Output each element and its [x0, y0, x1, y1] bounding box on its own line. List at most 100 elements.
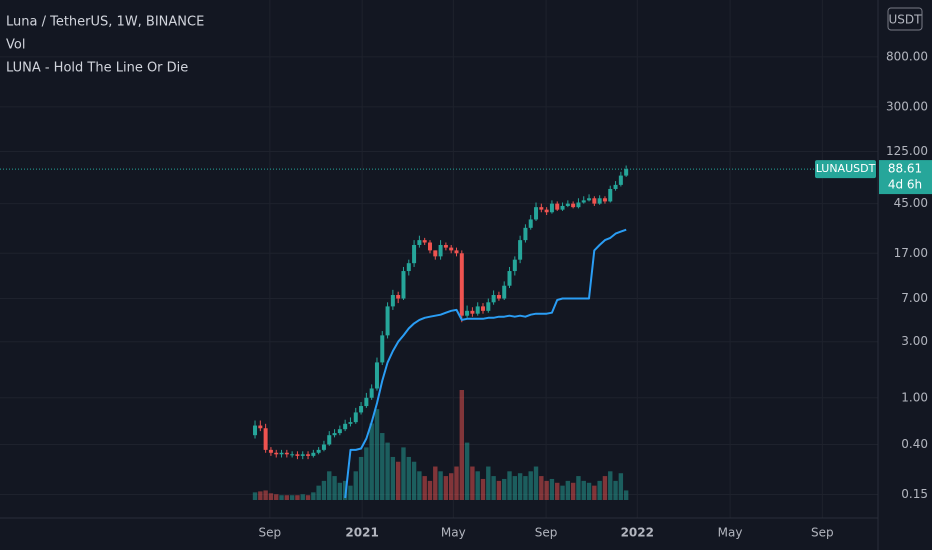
candle-body — [353, 412, 358, 423]
volume-bar — [592, 485, 597, 500]
candle-body — [337, 429, 342, 434]
countdown: 4d 6h — [888, 178, 922, 192]
y-tick-label: 7.00 — [901, 291, 928, 305]
plot — [0, 165, 815, 500]
candle-body — [613, 184, 618, 189]
candle-body — [422, 240, 427, 243]
candle-body — [465, 310, 470, 316]
candle-body — [528, 219, 533, 228]
candle-body — [602, 198, 607, 202]
volume-bar — [411, 461, 417, 500]
candle-body — [507, 271, 512, 286]
volume-bar — [327, 471, 332, 500]
volume-bar — [380, 433, 385, 500]
volume-bar — [533, 466, 539, 500]
candle-body — [523, 227, 528, 241]
candle-body — [369, 388, 374, 398]
candle-body — [343, 423, 348, 430]
candle-body — [475, 306, 480, 314]
candle-body — [327, 435, 332, 445]
y-tick-label: 1.00 — [901, 390, 928, 404]
candle-body — [502, 285, 507, 299]
volume-bar — [348, 485, 353, 500]
candle-body — [253, 425, 258, 436]
candle-body — [321, 444, 326, 450]
volume-bar — [586, 482, 592, 500]
candle-body — [306, 454, 311, 456]
candle-body — [295, 454, 300, 456]
candle-body — [592, 198, 597, 204]
volume-bar — [549, 478, 555, 500]
candle-body — [481, 306, 486, 311]
symbol-label-box — [815, 160, 876, 179]
volume-bar — [438, 471, 443, 500]
volume-bar — [470, 466, 475, 500]
volume-bar — [539, 476, 544, 500]
volume-bar — [512, 476, 518, 500]
candle-body — [555, 203, 560, 210]
y-tick-label: 17.00 — [894, 246, 928, 260]
candle-body — [549, 203, 554, 213]
volume-bar — [459, 390, 464, 500]
candle-body — [539, 207, 544, 210]
volume-bar — [279, 495, 284, 500]
volume-bar — [544, 480, 549, 500]
symbol-label: LUNAUSDT — [816, 162, 876, 175]
volume-bar — [369, 423, 374, 500]
x-tick-label: Sep — [535, 526, 558, 540]
candle-body — [417, 240, 422, 245]
volume-bar — [581, 480, 586, 500]
x-tick-label: 2022 — [621, 526, 654, 540]
candle-body — [486, 302, 491, 311]
candle-body — [443, 244, 448, 248]
candle-body — [496, 295, 501, 299]
volume-bar — [417, 471, 422, 500]
candle-body — [571, 203, 576, 208]
candle-body — [390, 295, 395, 307]
volume-bar — [427, 480, 433, 500]
volume-bar — [613, 480, 618, 500]
candle-body — [438, 244, 443, 257]
volume-bar — [565, 480, 571, 500]
candle-body — [491, 295, 496, 303]
candle-body — [581, 200, 586, 203]
candle-body — [512, 259, 517, 272]
currency-badge[interactable] — [887, 7, 923, 31]
x-tick-label: May — [441, 526, 466, 540]
legend-entry: Vol — [6, 38, 25, 53]
candle-body — [412, 244, 417, 264]
volume-bar — [316, 485, 321, 500]
volume-bar — [486, 466, 491, 500]
candle-body — [459, 253, 464, 316]
volume-bar — [555, 482, 560, 500]
candle-body — [449, 247, 454, 251]
volume-bar — [358, 456, 364, 500]
candle-body — [263, 428, 268, 450]
volume-bar — [321, 480, 327, 500]
candle-body — [396, 295, 401, 299]
candle-body — [258, 425, 263, 429]
y-tick-label: 3.00 — [901, 334, 928, 348]
currency-label[interactable]: USDT — [889, 13, 923, 27]
volume-bar — [406, 456, 411, 500]
volume-bar — [305, 495, 311, 500]
candle-body — [284, 452, 289, 455]
volume-bar — [618, 473, 624, 500]
candle-body — [454, 250, 459, 254]
volume-bar — [433, 466, 438, 500]
candle-body — [380, 335, 385, 363]
y-tick-label: 800.00 — [886, 49, 928, 63]
volume-bar — [311, 492, 316, 500]
volume-bar — [560, 485, 565, 500]
volume-bar — [289, 495, 295, 500]
indicator-line — [344, 228, 627, 499]
price-label-box — [879, 160, 932, 195]
y-tick-label: 125.00 — [886, 144, 928, 158]
volume-bar — [608, 471, 613, 500]
volume-bar — [268, 493, 274, 500]
price-axis — [878, 0, 932, 550]
candle-body — [624, 169, 629, 176]
y-tick-label: 0.15 — [901, 487, 928, 501]
volume-bar — [284, 495, 290, 500]
volume-bar — [623, 490, 629, 500]
